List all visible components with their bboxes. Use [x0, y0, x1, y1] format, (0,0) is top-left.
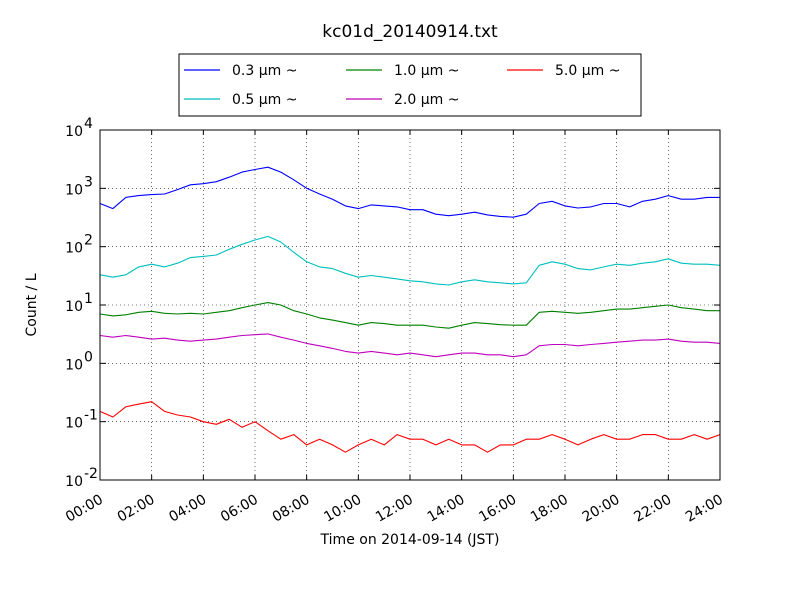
gridlines [100, 130, 720, 480]
y-tick-label: 10 2 [65, 233, 93, 257]
series-line-4 [99, 401, 721, 453]
legend-label-3: 2.0 μm ~ [394, 92, 459, 108]
series-line-1 [99, 235, 721, 286]
y-tick-label: 10 -1 [65, 408, 98, 432]
series-line-3 [99, 333, 721, 358]
y-tick-base: 10 [65, 357, 83, 373]
legend-label-2: 1.0 μm ~ [394, 63, 459, 79]
series-line-0 [99, 166, 720, 218]
x-axis-label: Time on 2014-09-14 (JST) [320, 532, 500, 548]
y-tick-exponent: 3 [84, 174, 93, 190]
y-tick-label: 10 1 [65, 291, 93, 315]
y-tick-exponent: 2 [84, 233, 93, 249]
legend-label-0: 0.3 μm ~ [232, 63, 297, 79]
y-tick-exponent: 0 [84, 349, 93, 365]
y-tick-base: 10 [65, 182, 83, 198]
series-line-2 [99, 302, 720, 329]
y-tick-exponent: -1 [84, 408, 98, 424]
chart-title: kc01d_20140914.txt [322, 22, 498, 42]
legend-box [178, 53, 642, 117]
legend-label-4: 5.0 μm ~ [555, 63, 620, 79]
y-tick-label: 10 3 [65, 174, 93, 198]
y-tick-exponent: 1 [84, 291, 93, 307]
y-tick-exponent: -2 [84, 466, 98, 482]
y-tick-base: 10 [65, 416, 83, 432]
y-tick-label: 10 0 [65, 349, 93, 373]
y-tick-exponent: 4 [84, 116, 93, 132]
legend-label-1: 0.5 μm ~ [232, 92, 297, 108]
y-tick-base: 10 [65, 124, 83, 140]
y-tick-base: 10 [65, 241, 83, 257]
y-tick-base: 10 [65, 474, 83, 490]
y-tick-label: 10 4 [65, 116, 93, 140]
y-axis-label: Count / L [24, 273, 40, 336]
legend: 0.3 μm ~ 0.5 μm ~ 1.0 μm ~ 2.0 μm ~ 5.0 μm ~ [178, 53, 642, 117]
series-layer [99, 166, 721, 453]
y-tick-base: 10 [65, 299, 83, 315]
y-tick-label: 10 -2 [65, 466, 98, 490]
